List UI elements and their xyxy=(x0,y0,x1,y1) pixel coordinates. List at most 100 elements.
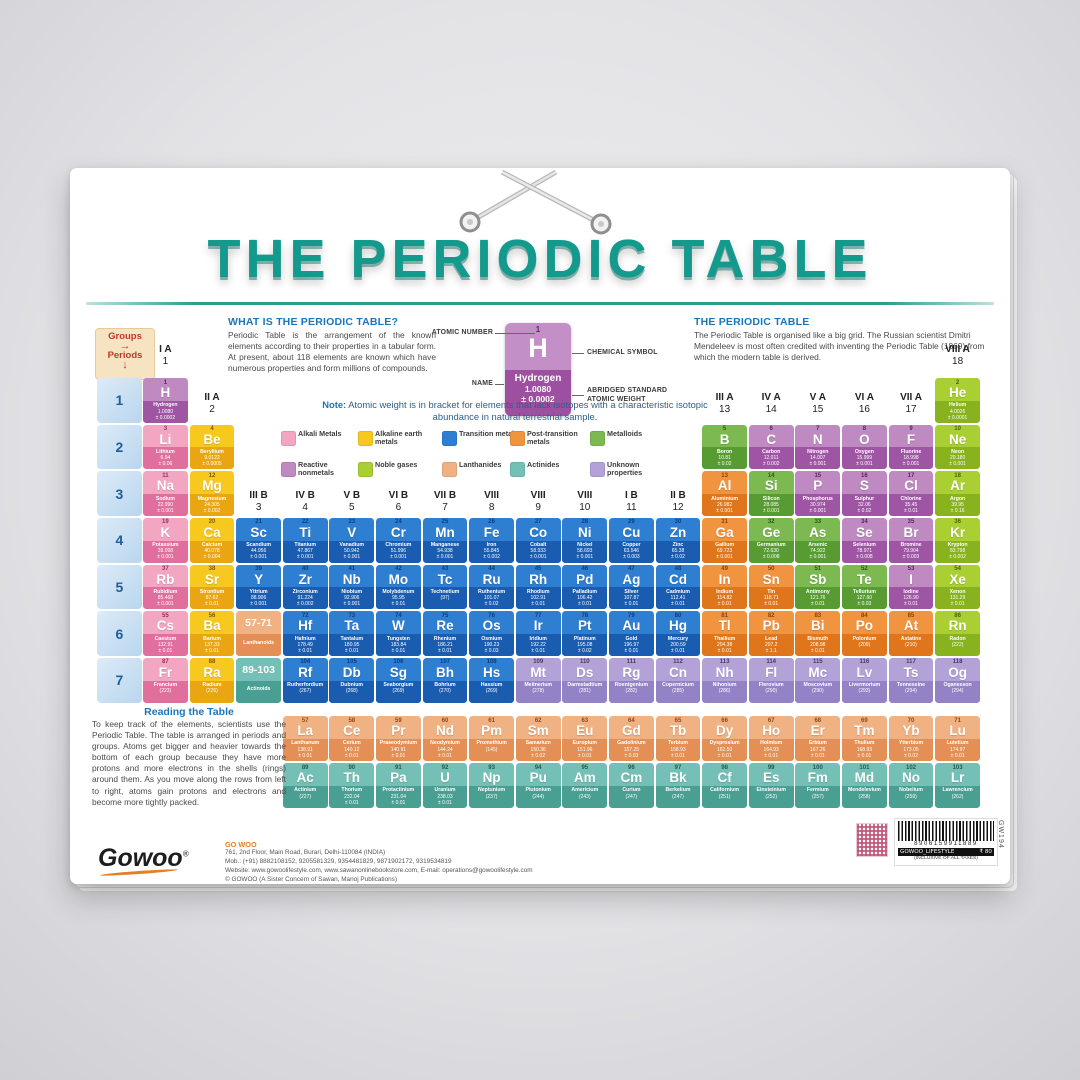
element-na: 11 Na Sodium 22.990 ± 0.001 xyxy=(143,471,188,517)
atomic-number: 7 xyxy=(816,426,820,433)
atomic-number: 88 xyxy=(208,659,216,666)
atomic-number: 62 xyxy=(534,717,542,724)
atomic-number: 38 xyxy=(208,566,216,573)
element-uncertainty: ± 0.001 xyxy=(809,507,827,514)
group-roman: V A xyxy=(809,392,826,403)
element-symbol: Fe xyxy=(483,524,500,540)
legend-label: Reactive nonmetals xyxy=(298,460,334,477)
atomic-number: 96 xyxy=(628,764,635,771)
element-rh: 45 Rh Rhodium 102.91 ± 0.01 xyxy=(515,564,561,610)
atomic-number: 9 xyxy=(909,426,913,433)
element-weight: 85.468 xyxy=(157,595,174,602)
atomic-number: 16 xyxy=(861,472,868,479)
group-header-16: VI A 16 xyxy=(841,392,887,415)
element-symbol: Yb xyxy=(902,723,920,738)
element-uncertainty: ± 0.001 xyxy=(296,554,314,561)
atomic-number: 115 xyxy=(812,659,823,666)
element-info: Helium 4.0026 ± 0.0001 xyxy=(935,400,980,423)
element-uncertainty: ± 0.001 xyxy=(902,461,920,468)
element-name: Samarium xyxy=(525,740,551,747)
element-uncertainty: ± 0.001 xyxy=(716,507,733,514)
element-info: Fermium (257) xyxy=(795,785,841,808)
element-uncertainty: ± 0.0002 xyxy=(155,414,176,421)
element-uncertainty: ± 0.01 xyxy=(671,647,685,654)
reading-text: To keep track of the elements, scientist… xyxy=(92,719,286,807)
element-symbol: S xyxy=(859,478,869,494)
element-name: Palladium xyxy=(572,588,598,595)
element-xe: 54 Xe Xenon 131.29 ± 0.01 xyxy=(935,564,980,610)
element-weight: 137.33 xyxy=(204,641,220,648)
element-weight: 32.06 xyxy=(858,501,871,508)
element-info: Tennessine (294) xyxy=(888,680,934,703)
element-h: 1 H Hydrogen 1.0080 ± 0.0002 xyxy=(143,378,188,423)
period-label-3: 3 xyxy=(97,471,142,517)
element-name: Gadolinium xyxy=(617,740,646,747)
element-symbol: Cm xyxy=(620,770,643,785)
element-weight: 178.49 xyxy=(297,641,313,648)
element-name: Seaborgium xyxy=(383,682,414,689)
element-info: Argon 39.95 ± 0.16 xyxy=(935,494,980,517)
element-symbol: Cs xyxy=(156,618,175,634)
element-f: 9 F Fluorine 18.998 ± 0.001 xyxy=(888,424,934,470)
element-name: Hydrogen xyxy=(153,402,178,409)
element-info: Gallium 69.723 ± 0.001 xyxy=(702,540,747,563)
atomic-number: 13 xyxy=(721,472,728,479)
atomic-number: 15 xyxy=(814,472,822,479)
atomic-number: 111 xyxy=(626,659,637,666)
element-weight: (97) xyxy=(440,595,450,602)
about-text: The Periodic Table is organised like a b… xyxy=(694,330,985,362)
group-number: 2 xyxy=(209,403,215,415)
element-info: Mercury 200.59 ± 0.01 xyxy=(655,634,701,657)
element-uncertainty: ± 0.01 xyxy=(391,647,406,654)
element-uncertainty: ± 0.01 xyxy=(298,647,313,654)
element-lr: 103 Lr Lawrencium (262) xyxy=(935,763,980,808)
element-weight: 102.91 xyxy=(530,595,546,602)
element-cr: 24 Cr Chromium 51.996 ± 0.001 xyxy=(376,517,421,563)
legend-label: Actinides xyxy=(527,460,560,469)
element-symbol: Sm xyxy=(527,723,549,738)
element-br: 35 Br Bromine 79.904 ± 0.003 xyxy=(888,517,934,563)
atomic-number: 86 xyxy=(954,612,961,619)
element-info: Cobalt 58.933 ± 0.001 xyxy=(515,540,561,563)
group-number: 17 xyxy=(905,403,917,415)
periods-label: Periods xyxy=(107,349,143,361)
element-name: Selenium xyxy=(852,542,876,549)
element-weight: 63.546 xyxy=(623,548,640,555)
element-symbol: Dy xyxy=(715,723,734,738)
element-kr: 36 Kr Krypton 83.798 ± 0.002 xyxy=(935,517,980,563)
element-cl: 17 Cl Chlorine 35.45 ± 0.01 xyxy=(888,471,934,517)
element-info: Lithium 6.94 ± 0.06 xyxy=(143,447,188,470)
element-name: Phosphorus xyxy=(802,495,833,502)
element-symbol: Ca xyxy=(203,524,221,540)
element-info: Sodium 22.990 ± 0.001 xyxy=(143,494,188,517)
element-symbol: At xyxy=(903,618,919,634)
element-weight: (243) xyxy=(578,793,591,800)
element-p: 15 P Phosphorus 30.974 ± 0.001 xyxy=(795,471,841,517)
element-weight: 140.91 xyxy=(390,746,407,753)
element-v: 23 V Vanadium 50.942 ± 0.001 xyxy=(329,517,375,563)
element-name: Protactinium xyxy=(382,787,415,794)
atomic-number: 17 xyxy=(907,472,915,479)
atomic-weight-label: ABRIDGED STANDARD ATOMIC WEIGHT xyxy=(587,387,668,403)
atomic-number: 5 xyxy=(722,426,727,433)
element-uncertainty: ± 0.01 xyxy=(158,647,173,654)
element-name: Lanthanum xyxy=(291,740,320,747)
element-name: Terbium xyxy=(667,740,689,747)
element-as: 33 As Arsenic 74.922 ± 0.001 xyxy=(795,517,841,563)
element-symbol: Hs xyxy=(482,664,501,680)
element-symbol: Sn xyxy=(762,571,780,587)
element-uncertainty: ± 0.02 xyxy=(531,752,546,759)
group-roman: VII B xyxy=(433,490,457,501)
price: ₹ 80 xyxy=(979,849,992,856)
element-name: Strontium xyxy=(199,588,225,595)
element-pm: 61 Pm Promethium (145) xyxy=(469,716,514,761)
element-symbol: I xyxy=(909,571,913,587)
element-uncertainty: ± 0.001 xyxy=(809,554,827,561)
element-info: Strontium 87.62 ± 0.01 xyxy=(189,587,235,610)
element-symbol: Sb xyxy=(809,571,827,587)
element-uncertainty: ± 0.003 xyxy=(902,554,920,561)
element-tm: 69 Tm Thulium 168.93 ± 0.01 xyxy=(842,716,887,761)
legend-label: Metalloids xyxy=(607,429,643,438)
